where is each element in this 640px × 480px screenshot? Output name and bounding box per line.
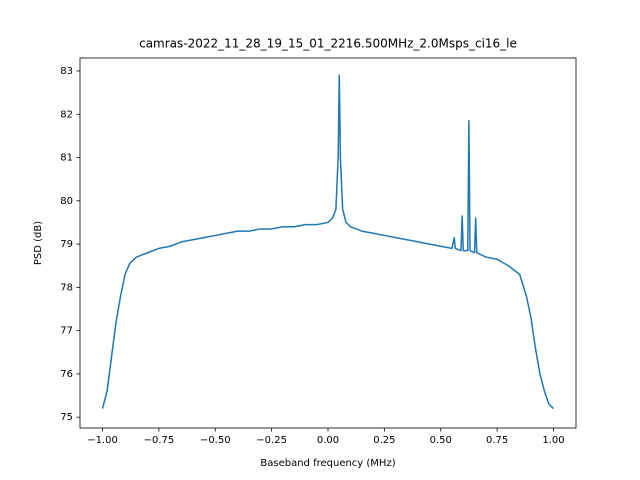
y-axis-label: PSD (dB) — [33, 221, 44, 265]
y-tick-label: 79 — [60, 239, 73, 250]
x-tick-label: −0.50 — [200, 435, 231, 446]
plot-frame — [79, 57, 577, 429]
y-tick-label: 75 — [60, 412, 73, 423]
y-tick-label: 83 — [60, 66, 73, 77]
x-tick-label: 1.00 — [542, 435, 564, 446]
x-tick-label: 0.00 — [317, 435, 339, 446]
y-tick-label: 76 — [60, 369, 73, 380]
y-tick-label: 81 — [60, 153, 73, 164]
y-tick-label: 77 — [60, 326, 73, 337]
x-tick-label: 0.50 — [430, 435, 452, 446]
y-tick-label: 78 — [60, 282, 73, 293]
y-tick-label: 80 — [60, 196, 73, 207]
x-axis-label: Baseband frequency (MHz) — [260, 458, 395, 469]
x-tick-label: 0.25 — [373, 435, 395, 446]
x-tick-label: −1.00 — [87, 435, 118, 446]
chart-title: camras-2022_11_28_19_15_01_2216.500MHz_2… — [139, 37, 517, 51]
data-line — [101, 74, 554, 410]
x-tick-label: 0.75 — [486, 435, 508, 446]
x-tick-label: −0.75 — [144, 435, 175, 446]
x-tick-label: −0.25 — [256, 435, 287, 446]
y-tick-label: 82 — [60, 109, 73, 120]
